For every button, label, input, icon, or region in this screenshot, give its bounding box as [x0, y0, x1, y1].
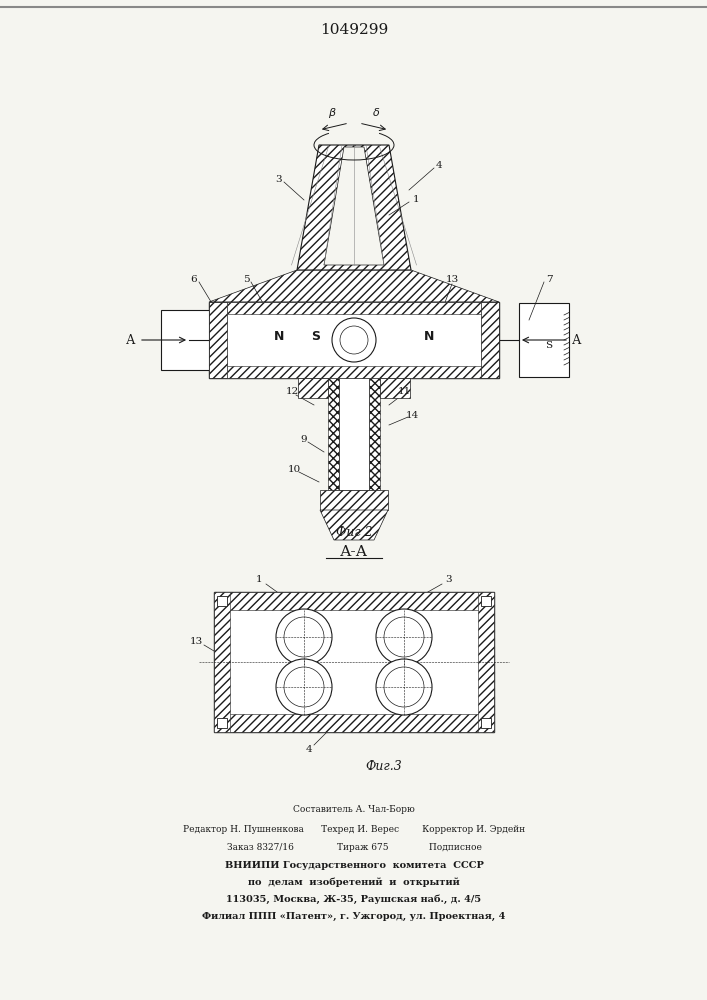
Text: 6: 6 [191, 275, 197, 284]
Polygon shape [298, 378, 328, 398]
Text: 13: 13 [189, 638, 203, 647]
Text: 1: 1 [413, 196, 419, 205]
Bar [217, 596, 227, 606]
Text: N: N [423, 330, 434, 344]
Polygon shape [324, 147, 384, 265]
Text: 10: 10 [287, 466, 300, 475]
Text: 1049299: 1049299 [320, 23, 388, 37]
Text: 13: 13 [445, 275, 459, 284]
Polygon shape [214, 592, 494, 610]
Polygon shape [320, 510, 388, 540]
Text: N: N [274, 330, 284, 344]
Text: 14: 14 [405, 410, 419, 420]
Circle shape [376, 609, 432, 665]
Text: S: S [545, 340, 553, 350]
Polygon shape [209, 302, 227, 378]
Text: А-А: А-А [340, 545, 368, 559]
Bar [481, 596, 491, 606]
Polygon shape [214, 714, 494, 732]
Text: А: А [572, 334, 582, 347]
Text: Редактор Н. Пушненкова      Техред И. Верес        Корректор И. Эрдейн: Редактор Н. Пушненкова Техред И. Верес К… [183, 826, 525, 834]
Text: 7: 7 [546, 275, 552, 284]
Text: β: β [329, 108, 336, 118]
Polygon shape [209, 270, 499, 302]
Text: 1: 1 [256, 576, 262, 584]
Polygon shape [369, 378, 380, 490]
Polygon shape [481, 302, 499, 378]
Text: S: S [312, 330, 320, 344]
Circle shape [376, 659, 432, 715]
Polygon shape [227, 366, 481, 378]
Bar [217, 718, 227, 728]
Circle shape [276, 609, 332, 665]
Bar [481, 718, 491, 728]
Text: 12: 12 [286, 387, 298, 396]
Text: 5: 5 [243, 275, 250, 284]
Polygon shape [328, 378, 339, 490]
Polygon shape [227, 302, 481, 314]
Text: Составитель А. Чал-Борю: Составитель А. Чал-Борю [293, 806, 415, 814]
Text: δ: δ [373, 108, 380, 118]
Polygon shape [161, 310, 209, 370]
Text: по  делам  изобретений  и  открытий: по делам изобретений и открытий [248, 877, 460, 887]
Polygon shape [209, 302, 499, 378]
Text: 11: 11 [397, 387, 411, 396]
Circle shape [332, 318, 376, 362]
Bar [214, 592, 494, 732]
Polygon shape [214, 592, 230, 732]
Text: Заказ 8327/16               Тираж 675              Подписное: Заказ 8327/16 Тираж 675 Подписное [226, 842, 481, 852]
Text: 3: 3 [445, 576, 452, 584]
Text: 3: 3 [276, 176, 282, 184]
Polygon shape [380, 378, 410, 398]
Text: ВНИИПИ Государственного  комитета  СССР: ВНИИПИ Государственного комитета СССР [225, 860, 484, 869]
Circle shape [276, 659, 332, 715]
Polygon shape [297, 145, 411, 270]
Text: 9: 9 [300, 436, 308, 444]
Polygon shape [339, 378, 369, 490]
Polygon shape [519, 303, 569, 377]
Text: 113035, Москва, Ж-35, Раушская наб., д. 4/5: 113035, Москва, Ж-35, Раушская наб., д. … [226, 894, 481, 904]
Text: Фиг.3: Фиг.3 [366, 760, 402, 774]
Polygon shape [478, 592, 494, 732]
Polygon shape [320, 490, 388, 510]
Text: Филиал ППП «Патент», г. Ужгород, ул. Проектная, 4: Филиал ППП «Патент», г. Ужгород, ул. Про… [202, 911, 506, 921]
Text: А: А [127, 334, 136, 347]
Text: 4: 4 [305, 746, 312, 754]
Text: 4: 4 [436, 160, 443, 169]
Text: Фиг 2: Фиг 2 [336, 526, 373, 538]
